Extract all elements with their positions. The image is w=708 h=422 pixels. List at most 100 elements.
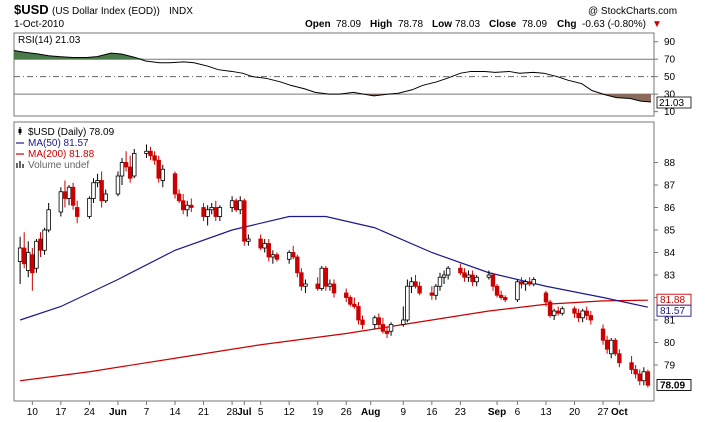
candle-body — [608, 339, 614, 355]
candle-body — [91, 182, 96, 199]
candle-body — [217, 207, 223, 217]
candle-body — [229, 200, 235, 208]
rsi-tick-label: 70 — [664, 55, 676, 66]
candle-body — [556, 310, 561, 314]
candle-body — [429, 292, 435, 296]
x-tick-label: Oct — [611, 407, 628, 418]
candle-body — [74, 207, 80, 217]
x-tick-label: 6 — [515, 407, 521, 418]
candle-body — [604, 339, 610, 350]
symbol-title: $USD — [14, 2, 49, 17]
x-tick-label: 24 — [84, 407, 96, 418]
price-badge-text: 81.57 — [660, 306, 685, 317]
price-badge-text: 78.09 — [660, 380, 685, 391]
watermark: @ StockCharts.com — [588, 6, 677, 17]
chg-value: -0.63 (-0.80%) — [582, 19, 646, 30]
ma50-series — [19, 215, 649, 321]
candle-body — [70, 186, 76, 206]
price-tick-label: 87 — [664, 181, 676, 192]
candle-body — [523, 281, 528, 285]
candle-body — [560, 308, 565, 314]
candle-body — [156, 159, 161, 179]
x-tick-label: Aug — [361, 407, 380, 418]
candle-body — [21, 247, 27, 265]
candle-body — [266, 243, 271, 258]
candle-body — [160, 168, 165, 181]
legend-entry: MA(200) 81.88 — [28, 149, 95, 160]
candle-body — [205, 209, 210, 217]
candle-body — [543, 292, 549, 303]
candle-body — [515, 281, 520, 301]
candle-body — [637, 373, 642, 382]
candle-body — [213, 207, 218, 217]
candle-body — [242, 200, 247, 242]
ma50-line — [19, 215, 649, 321]
candle-body — [474, 276, 479, 283]
candle-body — [58, 191, 64, 213]
candle-body — [486, 274, 492, 278]
candle-body — [144, 150, 149, 154]
close-value: 78.09 — [522, 19, 547, 30]
candle-body — [503, 297, 508, 301]
candle-body — [115, 175, 121, 195]
symbol-name: (US Dollar Index (EOD)) — [52, 6, 160, 17]
candle-body — [437, 276, 443, 287]
price-badge-box — [656, 304, 692, 317]
candle-body — [441, 274, 447, 278]
high-label: High — [370, 19, 392, 30]
candle-body — [600, 328, 606, 341]
x-tick-label: Sep — [488, 407, 506, 418]
exchange-label: INDX — [169, 6, 193, 17]
close-label: Close — [489, 19, 517, 30]
candle-body — [46, 209, 51, 231]
open-label: Open — [305, 19, 331, 30]
candle-body — [376, 317, 382, 325]
candle-body — [384, 330, 390, 334]
candle-body — [238, 200, 243, 211]
candle-body — [119, 162, 125, 177]
candle-body — [152, 155, 157, 161]
down-arrow-icon: ▼ — [652, 19, 662, 30]
rsi-tick-label: 50 — [664, 72, 676, 83]
rsi-badge-box — [656, 96, 692, 109]
rsi-badge-text: 21.03 — [659, 98, 684, 109]
candle-body — [258, 238, 263, 249]
candle-body — [490, 274, 496, 287]
candle-body — [95, 180, 100, 184]
candle-body — [315, 283, 320, 289]
x-tick-label: 10 — [27, 407, 39, 418]
x-tick-label: 14 — [169, 407, 181, 418]
x-tick-label: 19 — [312, 407, 324, 418]
candle-body — [172, 173, 178, 195]
candle-body — [401, 319, 406, 325]
candle-body — [270, 254, 276, 258]
rsi-label: RSI(14) 21.03 — [18, 35, 81, 46]
rsi-frame — [13, 32, 655, 117]
candle-body — [331, 283, 337, 294]
rsi-overbought-fill — [14, 50, 651, 60]
candle-body — [344, 292, 349, 298]
candle-body — [413, 281, 418, 287]
rsi-panel: 90 70 50 30 10 RSI(14) 21.03 21.03 — [13, 32, 692, 118]
low-label: Low — [432, 19, 452, 30]
legend-entry: Volume undef — [28, 160, 89, 171]
price-badge: 81.57 — [656, 304, 692, 317]
candle-body — [123, 162, 129, 168]
candle-body — [360, 319, 365, 325]
candle-body — [26, 252, 31, 271]
candle-body — [295, 256, 300, 274]
rsi-tick-label: 30 — [664, 90, 676, 101]
candle-body — [189, 204, 194, 208]
candle-body — [645, 371, 651, 386]
candle-body — [148, 150, 153, 157]
candle-body — [576, 312, 581, 319]
x-tick-label: Jun — [109, 407, 127, 418]
candle-body — [633, 369, 638, 375]
candle-body — [380, 324, 386, 332]
candles — [17, 144, 651, 388]
candle-body — [209, 207, 214, 211]
candle-body — [38, 238, 43, 251]
candle-body — [572, 308, 577, 314]
